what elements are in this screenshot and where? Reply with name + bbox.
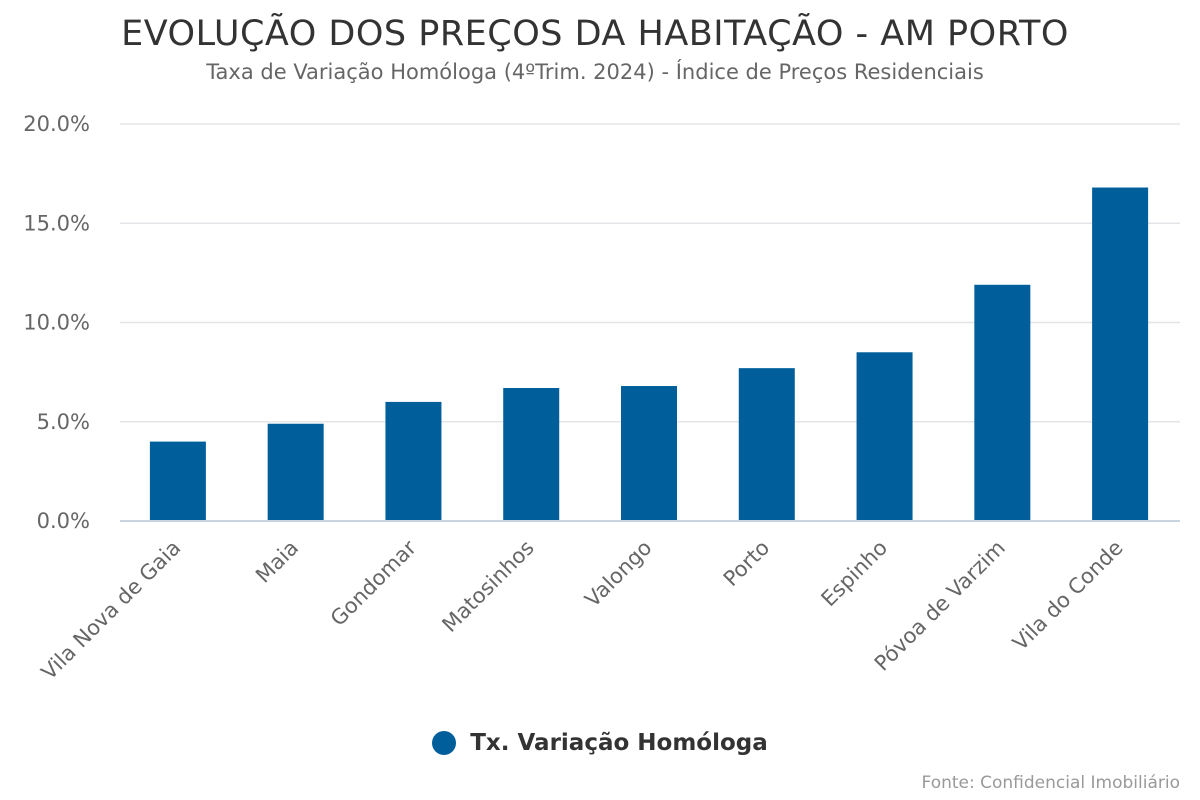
x-tick-label: Vila Nova de Gaia (37, 536, 186, 685)
bar (267, 423, 324, 521)
legend-label: Tx. Variação Homóloga (470, 730, 768, 756)
bar (503, 388, 560, 521)
bars (149, 187, 1149, 521)
y-tick-label: 0.0% (37, 509, 90, 533)
bar (621, 386, 677, 521)
bar (738, 368, 795, 521)
x-tick-label: Póvoa de Varzim (870, 536, 1010, 676)
bar (149, 441, 206, 521)
x-tick-label: Maia (251, 536, 303, 588)
x-tick-label: Porto (719, 536, 774, 591)
bar (974, 284, 1031, 521)
legend[interactable]: Tx. Variação Homóloga (0, 730, 1200, 756)
y-tick-label: 15.0% (23, 211, 90, 235)
source-note: Fonte: Confidencial Imobiliário (921, 773, 1180, 793)
x-tick-label: Valongo (580, 536, 656, 612)
bar (385, 401, 442, 521)
x-tick-label: Espinho (817, 536, 893, 612)
bar (856, 352, 913, 521)
y-tick-label: 20.0% (23, 112, 90, 136)
x-tick-label: Gondomar (326, 535, 421, 630)
y-tick-label: 10.0% (23, 311, 90, 335)
x-tick-label: Vila do Conde (1008, 536, 1128, 656)
legend-marker-icon (432, 731, 457, 755)
y-tick-label: 5.0% (37, 410, 90, 434)
bar (1092, 187, 1149, 521)
x-tick-label: Matosinhos (437, 536, 538, 637)
chart-title: EVOLUÇÃO DOS PREÇOS DA HABITAÇÃO - AM PO… (121, 14, 1069, 54)
chart-subtitle: Taxa de Variação Homóloga (4ºTrim. 2024)… (206, 60, 984, 84)
